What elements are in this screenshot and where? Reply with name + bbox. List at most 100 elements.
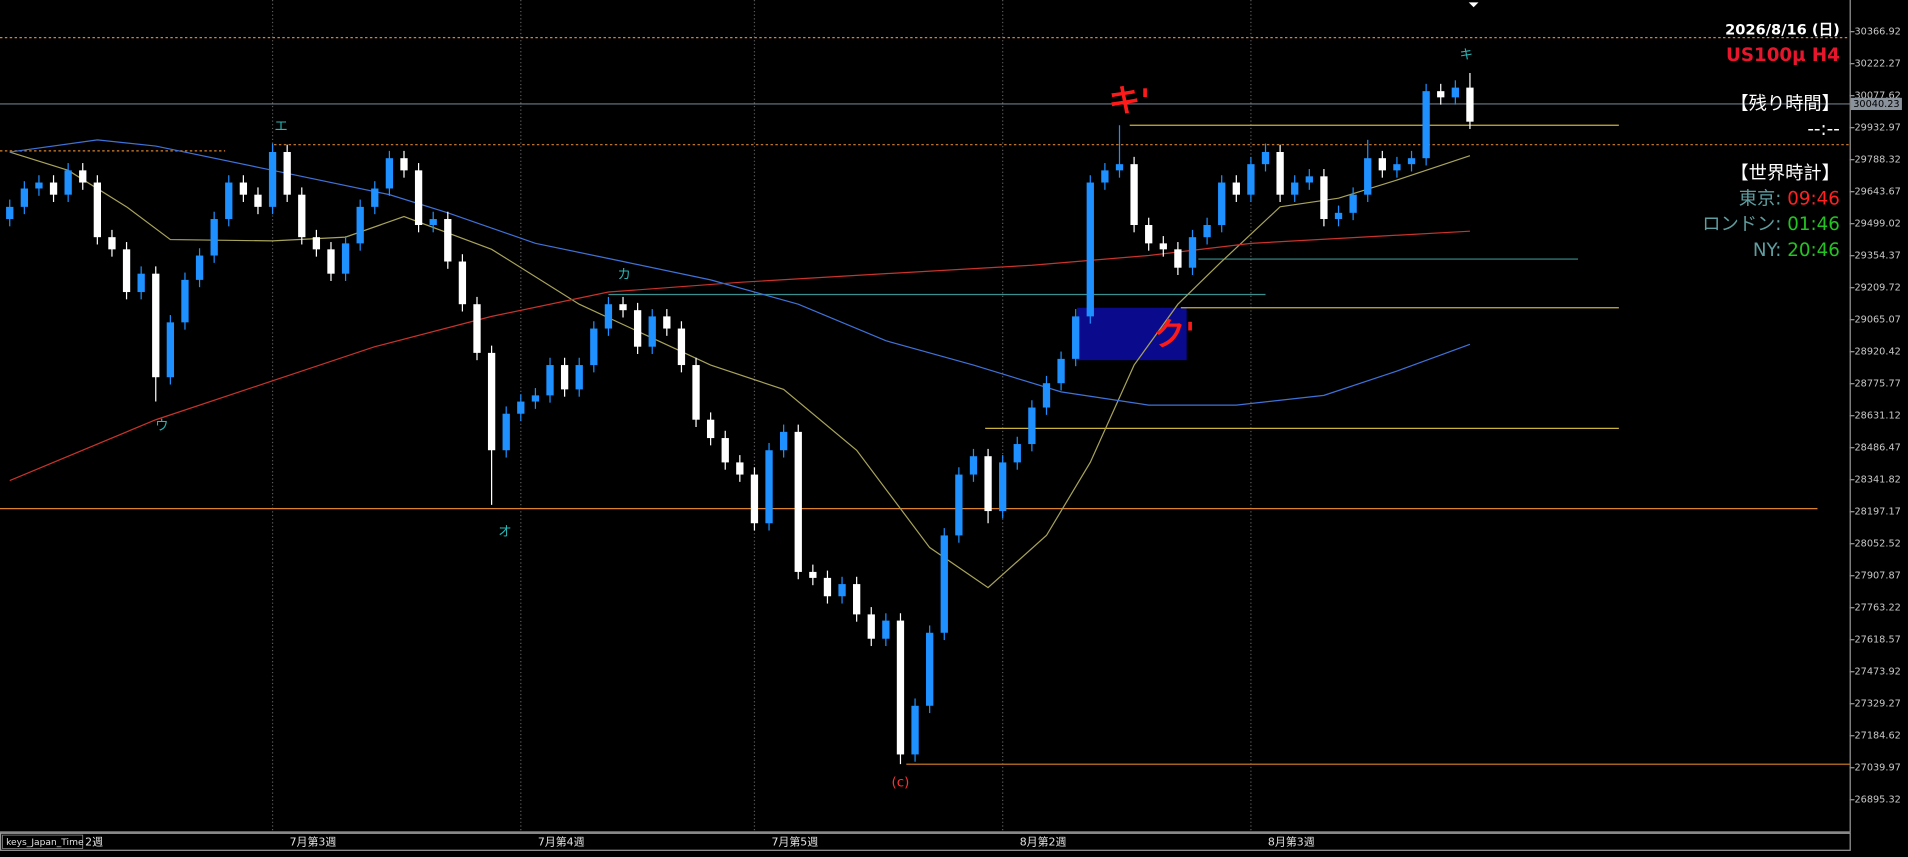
candle-body [560, 365, 569, 390]
candle-body [1072, 316, 1080, 359]
candle-body [458, 261, 467, 305]
candle-body [911, 705, 919, 755]
candle-body [1013, 444, 1021, 463]
candle-body [867, 614, 875, 639]
candle-body [838, 584, 846, 597]
candle-body [1334, 212, 1343, 220]
candle-body [1276, 151, 1284, 195]
candle-body [1247, 164, 1255, 195]
annotation: オ [498, 525, 511, 540]
y-tick-label: 29932.97 [1854, 123, 1900, 134]
axis: 2週 7月第3週 7月第4週 7月第5週 8月第2週 8月第3週 30366.92 30222… [85, 27, 1902, 848]
y-tick-label: 27329.27 [1854, 699, 1900, 710]
candle-body [312, 237, 321, 250]
candle-body [341, 243, 350, 274]
candle-body [79, 170, 87, 183]
x-tick-label: 2週 [85, 835, 103, 848]
candle-body [502, 413, 510, 451]
annotation: ク' [1154, 317, 1195, 353]
candle-body [1101, 170, 1109, 183]
date: 2026/8/16 (日) [1725, 21, 1840, 38]
candle-body [108, 237, 116, 250]
sub-window [0, 832, 1851, 851]
y-tick-label: 28631.12 [1854, 411, 1900, 422]
candle-body [400, 158, 408, 171]
candle-body [1145, 225, 1153, 244]
candle-body [736, 462, 744, 475]
y-tick-label: 30077.62 [1854, 91, 1900, 102]
candle-body [531, 395, 540, 402]
candle-body [765, 450, 773, 524]
candle-body [414, 170, 423, 226]
candle-body [1218, 182, 1226, 226]
candle-body [327, 249, 335, 274]
symbol: US100µ H4 [1726, 45, 1840, 66]
clock-city: 東京: [1739, 189, 1782, 210]
candle-body [1261, 151, 1270, 165]
candle-body [721, 438, 729, 463]
candle-body [779, 431, 788, 451]
candle-body [969, 456, 978, 475]
x-tick-label: 7月第3週 [290, 834, 337, 848]
annotation: (c) [892, 776, 910, 791]
candle-body [677, 328, 686, 366]
candle-body [575, 365, 583, 390]
candle-body [1466, 87, 1474, 122]
candle-body [49, 182, 58, 195]
candle-body [619, 304, 627, 311]
candle-body [93, 182, 102, 238]
shift-marker [1468, 2, 1479, 8]
y-tick-label: 29643.67 [1854, 187, 1900, 198]
candle-body [1364, 158, 1372, 195]
candle-body [254, 194, 262, 207]
candle-body [1451, 87, 1459, 98]
candle-body [1174, 249, 1182, 268]
clock-time: 20:46 [1787, 240, 1840, 261]
y-tick-label: 30366.92 [1854, 27, 1900, 38]
candle-body [35, 182, 43, 189]
y-tick-label: 27907.87 [1854, 571, 1900, 582]
candle-body [1130, 164, 1138, 226]
candle-body [371, 188, 379, 207]
y-tick-label: 29065.07 [1854, 315, 1900, 326]
candle-body [1378, 158, 1386, 171]
candle-body [122, 249, 131, 293]
candle-body [487, 352, 496, 451]
candle-body [926, 632, 934, 706]
price-box [1850, 97, 1902, 111]
candle-body [1188, 237, 1197, 268]
clock-title: 【世界時計】 [1730, 163, 1839, 184]
y-tick-label: 28920.42 [1854, 347, 1900, 358]
candle-body [195, 255, 204, 280]
candle-body [648, 316, 656, 347]
y-tick-label: 28486.47 [1854, 443, 1900, 454]
y-tick-label: 29354.37 [1854, 251, 1900, 262]
candle-body [1115, 164, 1124, 171]
y-tick-label: 29499.02 [1854, 219, 1900, 230]
annotation: キ' [1109, 83, 1150, 119]
y-tick-label: 28775.77 [1854, 379, 1900, 390]
candle-body [1422, 91, 1430, 159]
x-tick-label: 7月第5週 [771, 834, 818, 848]
y-tick-label: 28197.17 [1854, 507, 1900, 518]
candle-body [1159, 243, 1167, 250]
candle-body [1086, 182, 1094, 317]
candle-body [356, 206, 364, 244]
y-tick-label: 30222.27 [1854, 59, 1900, 70]
candle-body [853, 584, 861, 615]
y-tick-label: 29788.32 [1854, 155, 1900, 166]
candle-body [20, 188, 28, 207]
y-tick-label: 28341.82 [1854, 475, 1900, 486]
price-box-label: 30040.23 [1853, 99, 1899, 110]
annotation: エ [274, 120, 287, 135]
candle-body [1305, 176, 1313, 183]
candle-body [152, 273, 160, 378]
candle-body [984, 456, 992, 512]
candle-body [1291, 182, 1299, 195]
candle-body [1393, 164, 1401, 171]
x-tick-label: 7月第4週 [538, 834, 585, 848]
candle-body [604, 304, 613, 329]
candle-body [1320, 176, 1328, 220]
candle-body [166, 322, 175, 378]
